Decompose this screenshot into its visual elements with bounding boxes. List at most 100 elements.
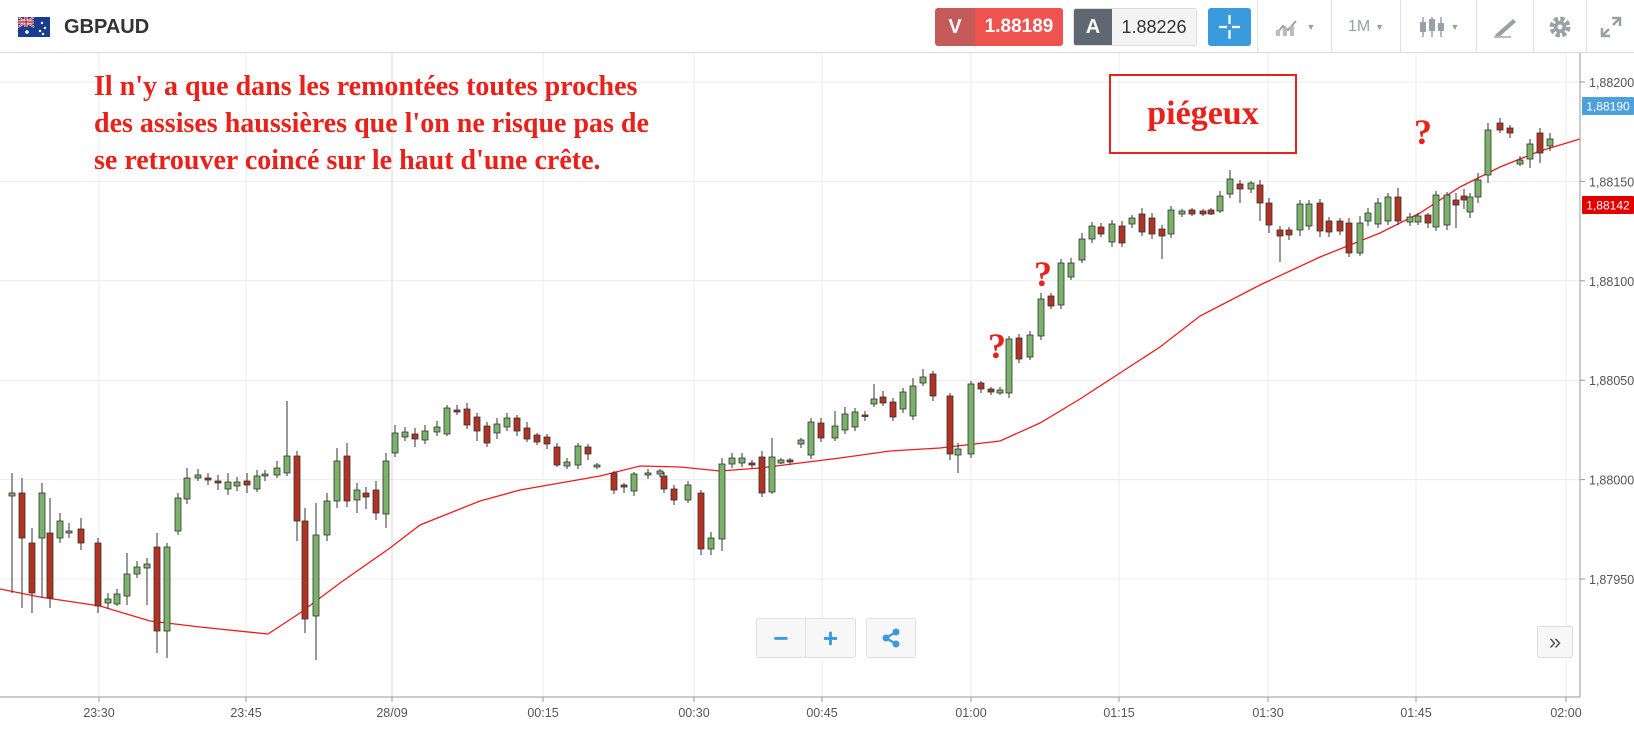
buy-price: 1.88226 [1112,9,1196,45]
candle [513,415,521,436]
candle [1384,193,1392,225]
candle [183,468,191,504]
question-mark: ? [988,326,1006,366]
candle [1336,218,1344,235]
candle [1067,258,1075,280]
candle [1406,213,1414,226]
candle [831,411,839,441]
candle [851,408,859,431]
candle [1394,188,1402,225]
candle [1037,293,1045,340]
candle [174,493,182,535]
flag-icon [18,17,50,37]
candle [194,469,202,481]
annotation-line: Il n'y a que dans les remontées toutes p… [94,71,638,102]
zoom-in-button[interactable]: + [806,618,856,658]
candlesticks [8,118,1554,660]
candles-button[interactable]: ▼ [1400,0,1476,53]
candle [1546,133,1554,151]
svg-text:1,88142: 1,88142 [1586,199,1630,213]
candle [1128,215,1136,228]
svg-text:1,88190: 1,88190 [1586,100,1630,114]
question-mark: ? [1034,254,1052,294]
share-button[interactable] [866,618,916,658]
candle [28,528,36,613]
candle [463,403,471,429]
buy-label: A [1074,9,1112,45]
instrument[interactable]: GBPAUD [18,14,149,40]
price-tick-label: 1,88050 [1589,374,1634,388]
candle [214,475,222,490]
candle [1158,225,1166,259]
candle [919,369,927,386]
candle [954,443,962,473]
candle [987,387,995,395]
candle [1057,259,1065,309]
candle [786,458,794,465]
candle [391,425,399,457]
candle [94,538,102,613]
price-tick-label: 1,88150 [1589,175,1634,189]
candle [656,469,664,477]
candle [123,553,131,605]
candle [243,473,251,493]
annotation-line: se retrouver coincé sur le haut d'une cr… [94,145,601,176]
candle [273,461,281,478]
candle [1265,198,1273,233]
candle [1443,192,1451,230]
candle [1005,336,1013,398]
chart-type-button[interactable]: ▼ [1257,0,1331,53]
candle [1188,208,1196,216]
time-tick-label: 23:30 [83,706,114,720]
candle [301,508,309,633]
candle [1316,199,1324,237]
candle [563,458,571,469]
time-tick-label: 01:30 [1252,706,1283,720]
candle [204,473,212,485]
candle [1015,334,1023,363]
candle [593,463,601,469]
time-tick-label: 28/09 [376,706,407,720]
candle [1526,139,1534,168]
candle [861,411,869,421]
candle [1078,233,1086,263]
candle [1167,206,1175,238]
candle [946,393,954,460]
candle [1496,118,1504,133]
time-tick-label: 01:15 [1103,706,1134,720]
candle [56,513,64,543]
candle [261,470,269,481]
candle [443,405,451,436]
timeframe-button[interactable]: 1M ▼ [1331,0,1400,53]
candle [372,481,380,520]
zoom-out-button[interactable]: − [756,618,806,658]
candle [1247,181,1255,193]
candle [1108,220,1116,247]
candle [153,533,161,653]
scroll-to-latest-button[interactable]: » [1537,626,1573,658]
candle [1345,218,1353,257]
draw-button[interactable] [1476,0,1533,53]
candle [768,438,776,494]
candle [1424,213,1432,228]
price-chart[interactable]: 1,88200 1,88150 1,88100 1,88050 1,88000 1,879… [0,53,1634,729]
sell-button[interactable]: V 1.88189 [935,8,1063,46]
candle [841,407,849,434]
candle [473,413,481,441]
candle [163,543,171,658]
settings-button[interactable] [1533,0,1586,53]
fullscreen-button[interactable] [1586,0,1634,53]
candle [610,471,618,494]
candle [707,532,715,555]
time-tick-label: 00:45 [806,706,837,720]
candle [870,384,878,407]
candle [909,378,917,420]
candle [1536,128,1544,163]
chart-grid [0,53,1580,697]
toolbar: GBPAUD V 1.88189 A 1.88226 ▼ 1M ▼ ▼ [0,0,1634,53]
buy-button[interactable]: A 1.88226 [1073,8,1197,46]
crosshair-button[interactable] [1208,8,1251,46]
candle [574,443,582,469]
symbol-name: GBPAUD [64,15,150,38]
candle [1138,208,1146,236]
